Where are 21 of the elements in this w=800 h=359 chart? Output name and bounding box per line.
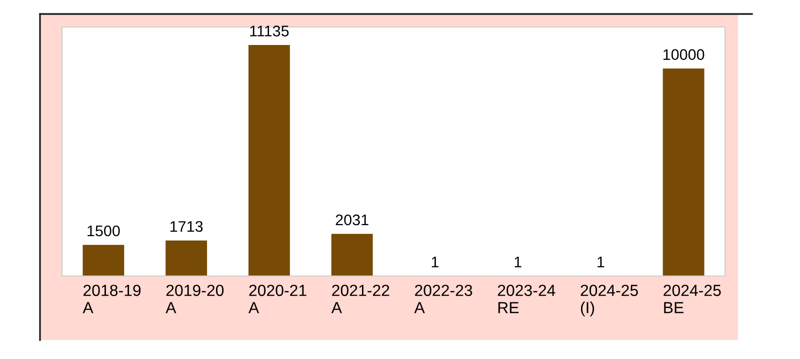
bar	[331, 234, 373, 276]
data-label: 1	[432, 256, 438, 268]
data-label: 2031	[336, 214, 368, 226]
x-tick-label: 2019-20 A	[166, 284, 224, 314]
x-tick-label: 2024-25 BE	[664, 284, 721, 314]
bar	[82, 244, 124, 276]
x-tick-label: 2020-21 A	[248, 284, 306, 314]
x-tick-label: 2022-23 A	[414, 284, 472, 314]
data-label: 1	[598, 256, 604, 268]
data-label: 11135	[250, 26, 289, 36]
data-label: 1	[514, 256, 522, 268]
data-label: 10000	[663, 49, 704, 60]
x-tick-label: 2023-24 RE	[498, 284, 556, 314]
x-tick-label: 2024-25 (I)	[580, 284, 638, 316]
x-tick-label: 2018-19 A	[82, 284, 141, 314]
bar	[166, 240, 208, 276]
bar	[662, 68, 704, 276]
x-tick-label: 2021-22 A	[331, 284, 390, 314]
data-label: 1500	[88, 225, 120, 236]
data-label: 1713	[170, 221, 203, 232]
bar	[248, 45, 290, 276]
